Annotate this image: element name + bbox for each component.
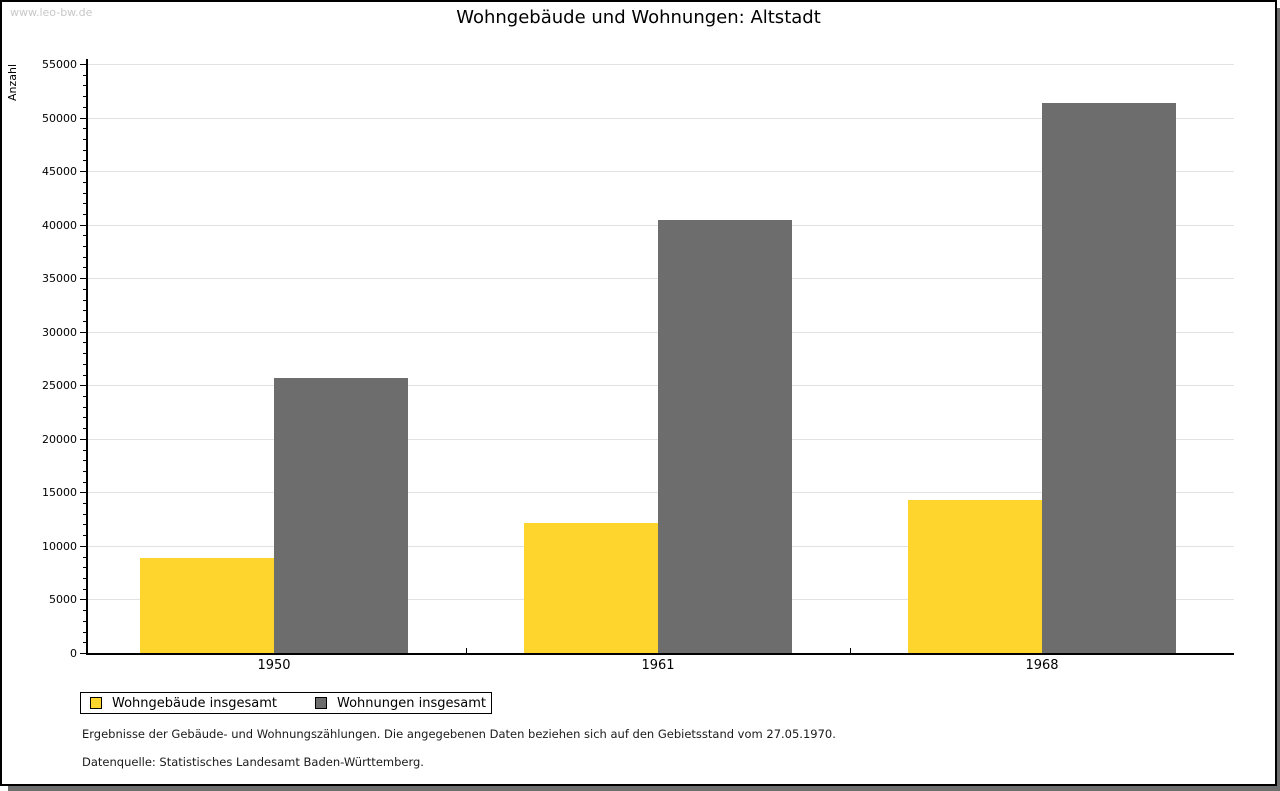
bar-wohnungen-1961 <box>658 220 792 653</box>
x-boundary-tick-2 <box>850 648 851 654</box>
frame-shadow-right <box>1277 8 1280 791</box>
bar-wohnungen-1968 <box>1042 103 1176 653</box>
y-tick-label-30000: 30000 <box>42 326 77 339</box>
y-major-tick-25000 <box>80 385 87 386</box>
y-tick-label-40000: 40000 <box>42 219 77 232</box>
legend: Wohngebäude insgesamt Wohnungen insgesamt <box>80 692 492 714</box>
legend-item-1: Wohnungen insgesamt <box>315 696 486 711</box>
y-tick-label-5000: 5000 <box>49 593 77 606</box>
y-minor-tick-51000 <box>83 107 87 108</box>
bar-wohngebäude-1968 <box>908 500 1042 653</box>
y-minor-tick-26000 <box>83 375 87 376</box>
legend-label: Wohnungen insgesamt <box>337 695 486 711</box>
legend-swatch-icon <box>315 697 327 709</box>
x-label-1961: 1961 <box>641 658 675 673</box>
y-tick-label-55000: 55000 <box>42 58 77 71</box>
y-major-tick-55000 <box>80 64 87 65</box>
y-minor-tick-52000 <box>83 96 87 97</box>
y-minor-tick-32000 <box>83 310 87 311</box>
y-minor-tick-54000 <box>83 75 87 76</box>
y-minor-tick-4000 <box>83 610 87 611</box>
y-tick-label-50000: 50000 <box>42 112 77 125</box>
y-minor-tick-53000 <box>83 85 87 86</box>
y-minor-tick-39000 <box>83 235 87 236</box>
bar-wohngebäude-1961 <box>524 523 658 653</box>
y-minor-tick-33000 <box>83 300 87 301</box>
x-boundary-tick-1 <box>466 648 467 654</box>
x-label-1950: 1950 <box>257 658 291 673</box>
gridline-55000 <box>87 64 1234 65</box>
y-minor-tick-41000 <box>83 214 87 215</box>
y-minor-tick-8000 <box>83 567 87 568</box>
bar-wohnungen-1950 <box>274 378 408 653</box>
y-minor-tick-37000 <box>83 257 87 258</box>
y-minor-tick-7000 <box>83 578 87 579</box>
y-tick-label-15000: 15000 <box>42 486 77 499</box>
y-minor-tick-16000 <box>83 482 87 483</box>
x-label-1968: 1968 <box>1025 658 1059 673</box>
watermark: www.leo-bw.de <box>10 6 93 19</box>
y-minor-tick-49000 <box>83 128 87 129</box>
y-minor-tick-27000 <box>83 364 87 365</box>
y-minor-tick-18000 <box>83 460 87 461</box>
gridline-45000 <box>87 171 1234 172</box>
y-minor-tick-19000 <box>83 450 87 451</box>
y-tick-label-0: 0 <box>70 647 77 660</box>
y-major-tick-5000 <box>80 599 87 600</box>
y-minor-tick-9000 <box>83 557 87 558</box>
y-minor-tick-22000 <box>83 417 87 418</box>
y-minor-tick-14000 <box>83 503 87 504</box>
y-minor-tick-1000 <box>83 642 87 643</box>
y-minor-tick-3000 <box>83 621 87 622</box>
y-minor-tick-13000 <box>83 514 87 515</box>
legend-item-0: Wohngebäude insgesamt <box>90 696 277 711</box>
y-minor-tick-31000 <box>83 321 87 322</box>
legend-label: Wohngebäude insgesamt <box>112 695 277 711</box>
y-major-tick-0 <box>80 653 87 654</box>
y-minor-tick-36000 <box>83 267 87 268</box>
y-minor-tick-11000 <box>83 535 87 536</box>
y-tick-label-35000: 35000 <box>42 272 77 285</box>
legend-swatch-icon <box>90 697 102 709</box>
footnote-gebietsstand: Ergebnisse der Gebäude- und Wohnungszähl… <box>82 727 836 741</box>
bar-wohngebäude-1950 <box>140 558 274 653</box>
y-minor-tick-12000 <box>83 524 87 525</box>
y-minor-tick-24000 <box>83 396 87 397</box>
y-tick-label-25000: 25000 <box>42 379 77 392</box>
y-major-tick-50000 <box>80 118 87 119</box>
y-minor-tick-44000 <box>83 182 87 183</box>
y-minor-tick-47000 <box>83 150 87 151</box>
y-minor-tick-43000 <box>83 193 87 194</box>
y-minor-tick-21000 <box>83 428 87 429</box>
y-tick-label-20000: 20000 <box>42 433 77 446</box>
y-major-tick-30000 <box>80 332 87 333</box>
y-minor-tick-34000 <box>83 289 87 290</box>
footnote-datenquelle: Datenquelle: Statistisches Landesamt Bad… <box>82 755 424 769</box>
y-major-tick-40000 <box>80 225 87 226</box>
y-minor-tick-46000 <box>83 160 87 161</box>
y-minor-tick-38000 <box>83 246 87 247</box>
y-minor-tick-29000 <box>83 342 87 343</box>
y-tick-label-10000: 10000 <box>42 540 77 553</box>
y-minor-tick-23000 <box>83 407 87 408</box>
y-major-tick-35000 <box>80 278 87 279</box>
y-minor-tick-28000 <box>83 353 87 354</box>
y-minor-tick-6000 <box>83 589 87 590</box>
y-major-tick-15000 <box>80 492 87 493</box>
y-major-tick-45000 <box>80 171 87 172</box>
y-axis-line <box>86 59 88 655</box>
y-minor-tick-42000 <box>83 203 87 204</box>
y-tick-label-45000: 45000 <box>42 165 77 178</box>
gridline-50000 <box>87 118 1234 119</box>
y-minor-tick-48000 <box>83 139 87 140</box>
y-major-tick-10000 <box>80 546 87 547</box>
y-major-tick-20000 <box>80 439 87 440</box>
x-axis-line <box>86 653 1234 655</box>
frame-shadow-bottom <box>8 786 1280 791</box>
y-minor-tick-2000 <box>83 632 87 633</box>
chart-title: Wohngebäude und Wohnungen: Altstadt <box>456 7 821 28</box>
y-minor-tick-17000 <box>83 471 87 472</box>
